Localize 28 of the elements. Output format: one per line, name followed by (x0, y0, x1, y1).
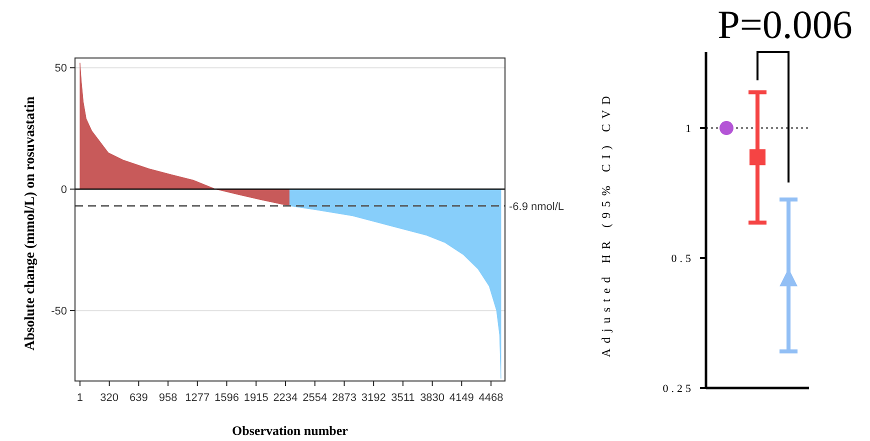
x-axis-title: Observation number (232, 423, 348, 438)
x-tick-label: 2873 (332, 392, 356, 404)
x-tick-label: 4468 (478, 392, 504, 404)
y-axis-title: Adjusted HR (95% CI) CVD (599, 90, 613, 358)
x-tick-label: 1596 (214, 392, 239, 404)
x-tick-label: 1915 (244, 392, 268, 404)
y-tick-label: 50 (54, 62, 67, 75)
x-tick-label: 4149 (449, 392, 474, 404)
y-tick-label: 1 (686, 123, 694, 136)
point (750, 149, 766, 166)
y-tick-label: -50 (51, 306, 67, 318)
x-tick-label: 958 (158, 392, 178, 404)
x-tick-label: 320 (100, 392, 118, 404)
x-tick-label: 639 (129, 392, 148, 404)
y-tick-label: 0.25 (662, 383, 694, 395)
y-tick-label: 0.5 (671, 253, 694, 266)
x-tick-label: 3192 (361, 392, 386, 404)
x-tick-label: 2554 (302, 392, 328, 404)
text: P=0.006 (718, 2, 852, 47)
y-axis-title: Absolute change (mmol/L) on rosuvastatin (23, 96, 38, 351)
x-tick-label: 1 (76, 392, 84, 404)
y-tick-label: 0 (60, 184, 67, 196)
point (719, 121, 734, 136)
x-tick-label: 3511 (391, 392, 415, 404)
ref-line-label: -6.9 nmol/L (509, 200, 564, 213)
x-tick-label: 3830 (420, 392, 445, 404)
x-tick-label: 2234 (273, 392, 298, 404)
x-tick-label: 1277 (185, 392, 210, 404)
